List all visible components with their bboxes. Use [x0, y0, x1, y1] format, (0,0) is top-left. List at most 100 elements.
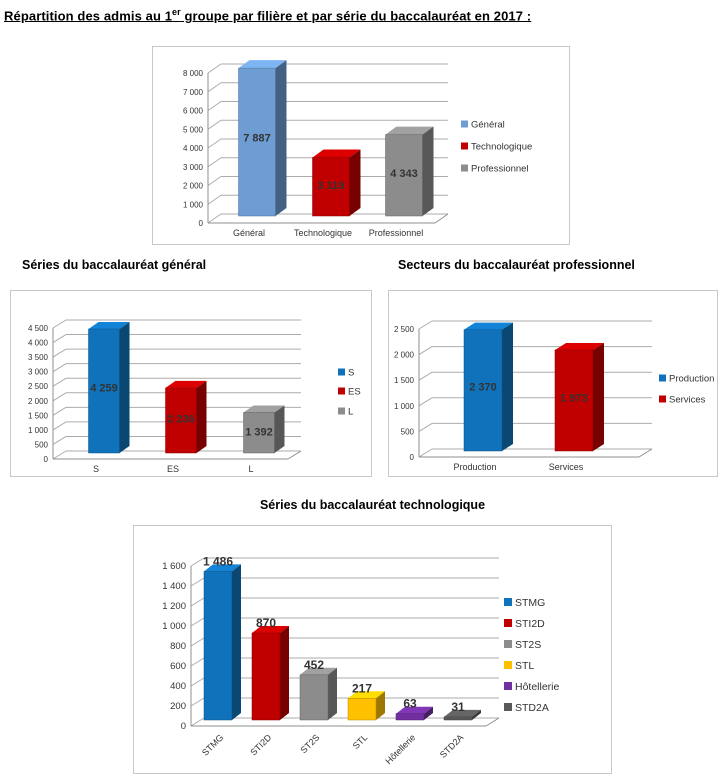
legend-swatch: [504, 682, 512, 690]
y-tick-label: 3 500: [28, 353, 49, 362]
y-tick-label: 2 000: [394, 351, 415, 360]
gridline-stub: [52, 348, 67, 358]
y-tick-label: 600: [170, 661, 186, 672]
y-tick-label: 2 000: [183, 182, 204, 191]
bar-g-n-ral: [238, 60, 287, 217]
gridline-stub: [207, 194, 222, 205]
bar-value-label: 1 392: [245, 427, 273, 439]
y-tick-label: 1 200: [162, 601, 186, 612]
floor-right-edge: [638, 448, 653, 458]
bar-value-label: 7 887: [243, 133, 271, 145]
bar-front-face: [88, 328, 120, 454]
y-tick-label: 1 600: [162, 561, 186, 572]
gridline-stub: [52, 319, 67, 329]
y-tick-label: 4 000: [28, 339, 49, 348]
y-tick-label: 1 000: [183, 200, 204, 209]
x-category-label: Services: [549, 462, 584, 472]
bar-s: [88, 322, 130, 454]
bar-stmg: [203, 564, 241, 721]
gridline-stub: [190, 597, 205, 607]
legend-swatch: [504, 661, 512, 669]
gridline-stub: [190, 617, 205, 627]
gridline-stub: [190, 677, 205, 687]
bar-value-label: 2 236: [167, 414, 195, 426]
x-category-label: STI2D: [248, 732, 273, 757]
y-tick-label: 6 000: [183, 107, 204, 116]
bar-side-face: [422, 126, 434, 216]
bar-top-face: [385, 126, 434, 135]
bar-top-face: [348, 691, 385, 699]
y-tick-label: 1 500: [28, 411, 49, 420]
gridline-stub: [190, 557, 205, 567]
y-tick-label: 1 000: [162, 621, 186, 632]
bar-front-face: [203, 571, 233, 721]
y-tick-label: 5 000: [183, 125, 204, 134]
bar-front-face: [395, 713, 425, 721]
gridline-stub: [207, 157, 222, 168]
heading-bac-professionnel: Secteurs du baccalauréat professionnel: [398, 258, 635, 272]
y-tick-label: 200: [170, 701, 186, 712]
bar-side-face: [376, 691, 385, 720]
bar-top-face: [396, 706, 433, 714]
floor-right-edge: [287, 450, 302, 460]
bar-value-label: 2 370: [469, 382, 497, 394]
legend-swatch: [659, 395, 666, 403]
gridline-stub: [418, 448, 433, 458]
gridline-stub: [418, 320, 433, 330]
bar-side-face: [472, 709, 481, 720]
gridline-stub: [207, 138, 222, 149]
heading-bac-technologique: Séries du baccalauréat technologique: [259, 498, 486, 512]
legend-swatch: [659, 374, 666, 382]
bar-top-face: [252, 626, 289, 633]
bar-side-face: [593, 342, 604, 451]
bar-front-face: [312, 157, 350, 217]
bar-side-face: [328, 667, 337, 720]
bar-top-face: [300, 667, 337, 675]
y-tick-label: 0: [199, 219, 204, 228]
legend-swatch: [461, 120, 468, 128]
x-category-label: STL: [351, 732, 370, 751]
legend-label: Technologique: [471, 141, 532, 152]
x-category-label: Hôtellerie: [383, 732, 417, 766]
bar-technologique: [312, 149, 361, 217]
y-tick-label: 1 400: [162, 581, 186, 592]
bar-side-face: [232, 564, 241, 720]
legend-label: STL: [515, 660, 534, 672]
bar-value-label: 4 343: [390, 168, 418, 180]
bar-top-face: [444, 709, 481, 717]
bar-value-label: 452: [304, 658, 324, 672]
chart-canvas: 0 200 400 600 800 1 000 1 200 1 400 1 600 1 486 ST…: [162, 554, 559, 766]
bar-top-face: [555, 342, 604, 350]
bar-value-label: 31: [451, 700, 465, 714]
bar-front-face: [443, 716, 473, 721]
bar-std2a: [443, 709, 481, 721]
y-tick-label: 400: [170, 681, 186, 692]
bar-es: [165, 380, 207, 454]
legend-label: STMG: [515, 597, 545, 609]
y-tick-label: 500: [35, 440, 49, 449]
bar-front-face: [243, 412, 275, 454]
legend-swatch: [504, 640, 512, 648]
y-tick-label: 8 000: [183, 69, 204, 78]
legend-label: ES: [348, 386, 361, 397]
bar-top-face: [238, 60, 287, 69]
gridline-stub: [52, 421, 67, 431]
page-title-suffix: groupe par filière et par série du bacca…: [180, 8, 532, 24]
y-tick-label: 1 000: [394, 402, 415, 411]
bar-top-face: [165, 380, 207, 388]
bar-professionnel: [385, 126, 434, 217]
bar-side-face: [119, 322, 130, 453]
legend-label: Professionnel: [471, 163, 529, 174]
gridline-stub: [52, 450, 67, 460]
y-tick-label: 7 000: [183, 88, 204, 97]
legend-swatch: [461, 142, 468, 150]
gridline-stub: [190, 697, 205, 707]
gridline-stub: [207, 213, 222, 224]
y-tick-label: 800: [170, 641, 186, 652]
legend-label: L: [348, 406, 353, 417]
y-tick-label: 3 000: [183, 163, 204, 172]
bar-value-label: 217: [352, 681, 372, 695]
y-tick-label: 1 000: [28, 426, 49, 435]
chart-canvas: 0 500 1 000 1 500 2 000 2 500 2 370 Production 1…: [394, 320, 714, 472]
chart-canvas: 0 1 000 2 000 3 000 4 000 5 000 6 000 7 000 8 00…: [183, 60, 532, 238]
